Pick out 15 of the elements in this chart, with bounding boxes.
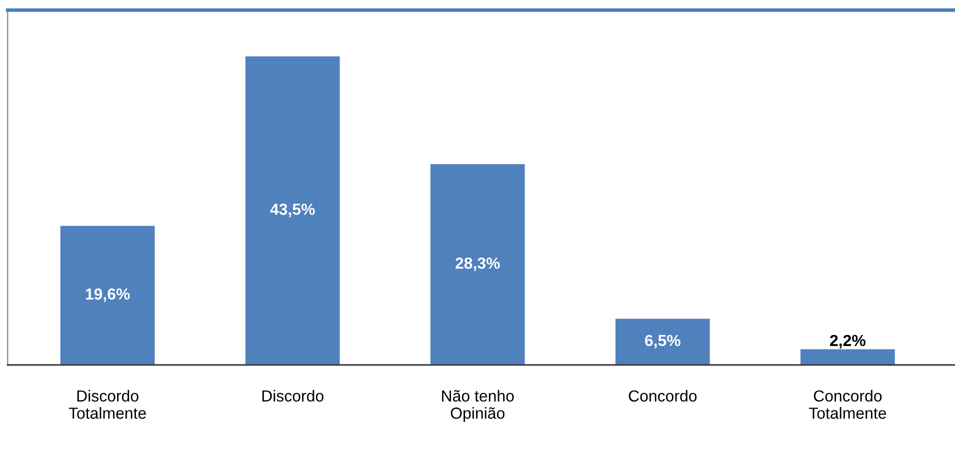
bar [60, 226, 155, 365]
bar [430, 164, 525, 365]
x-tick-label: Concordo [628, 390, 697, 402]
data-label: 43,5% [270, 204, 315, 218]
bar [245, 56, 340, 365]
x-tick-label: Discordo [262, 390, 324, 402]
data-label: 6,5% [645, 334, 680, 348]
data-label: 19,6% [86, 288, 130, 302]
x-tick-label: Concordo Totalmente [808, 390, 886, 419]
x-tick-label: Não tenho Opinião [442, 390, 514, 422]
data-label: 2,2% [830, 334, 866, 348]
bar [800, 349, 895, 365]
data-label: 28,3% [456, 258, 500, 272]
bar [615, 318, 710, 365]
x-tick-label: Discordo Totalmente [68, 390, 146, 419]
